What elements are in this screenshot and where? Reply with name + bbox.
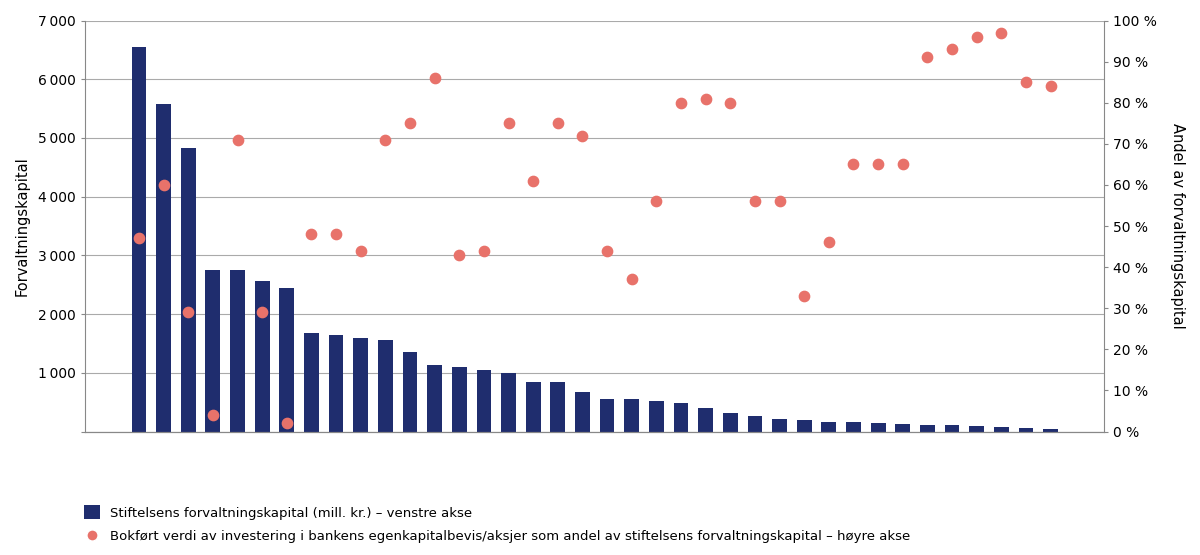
Point [450,250,469,259]
Bar [871,423,886,432]
Point [942,45,961,54]
Point [154,180,173,189]
Bar [722,413,738,432]
Point [820,238,839,247]
Bar [994,427,1009,432]
Bar [1019,428,1033,432]
Bar [970,426,984,432]
Point [425,74,444,83]
Point [794,291,814,300]
Legend: Stiftelsens forvaltningskapital (mill. kr.) – venstre akse, Bokført verdi av inv: Stiftelsens forvaltningskapital (mill. k… [78,500,916,548]
Bar [920,425,935,432]
Point [598,246,617,255]
Point [572,131,592,140]
Point [1016,78,1036,87]
Bar [748,416,762,432]
Point [745,197,764,206]
Bar [205,270,221,432]
Bar [156,104,170,432]
Point [647,197,666,206]
Point [179,308,198,317]
Point [499,119,518,128]
Y-axis label: Andel av forvaltningskapital: Andel av forvaltningskapital [1170,123,1186,329]
Bar [452,367,467,432]
Bar [254,281,270,432]
Point [302,230,322,239]
Bar [797,420,811,432]
Point [770,197,790,206]
Bar [304,333,319,432]
Bar [329,335,343,432]
Bar [353,338,368,432]
Bar [132,47,146,432]
Point [376,135,395,144]
Bar [624,398,640,432]
Bar [230,270,245,432]
Bar [944,425,960,432]
Bar [673,403,689,432]
Point [991,28,1010,37]
Point [326,230,346,239]
Point [277,419,296,428]
Bar [895,424,910,432]
Point [228,135,247,144]
Bar [378,340,392,432]
Bar [427,365,442,432]
Point [696,94,715,103]
Bar [1043,428,1058,432]
Point [130,234,149,243]
Point [844,160,863,169]
Bar [698,408,713,432]
Bar [181,148,196,432]
Point [203,411,222,420]
Point [869,160,888,169]
Point [622,275,641,284]
Bar [822,422,836,432]
Y-axis label: Forvaltningskapital: Forvaltningskapital [14,156,30,296]
Point [474,246,493,255]
Bar [551,382,565,432]
Bar [600,398,614,432]
Point [401,119,420,128]
Bar [649,401,664,432]
Point [252,308,271,317]
Point [523,176,542,185]
Bar [526,382,540,432]
Bar [402,352,418,432]
Bar [846,422,860,432]
Point [918,53,937,62]
Point [548,119,568,128]
Bar [476,370,491,432]
Bar [575,392,590,432]
Point [967,33,986,42]
Bar [772,418,787,432]
Point [672,98,691,107]
Point [352,246,371,255]
Point [1042,82,1061,90]
Bar [280,287,294,432]
Point [893,160,912,169]
Point [721,98,740,107]
Bar [502,374,516,432]
